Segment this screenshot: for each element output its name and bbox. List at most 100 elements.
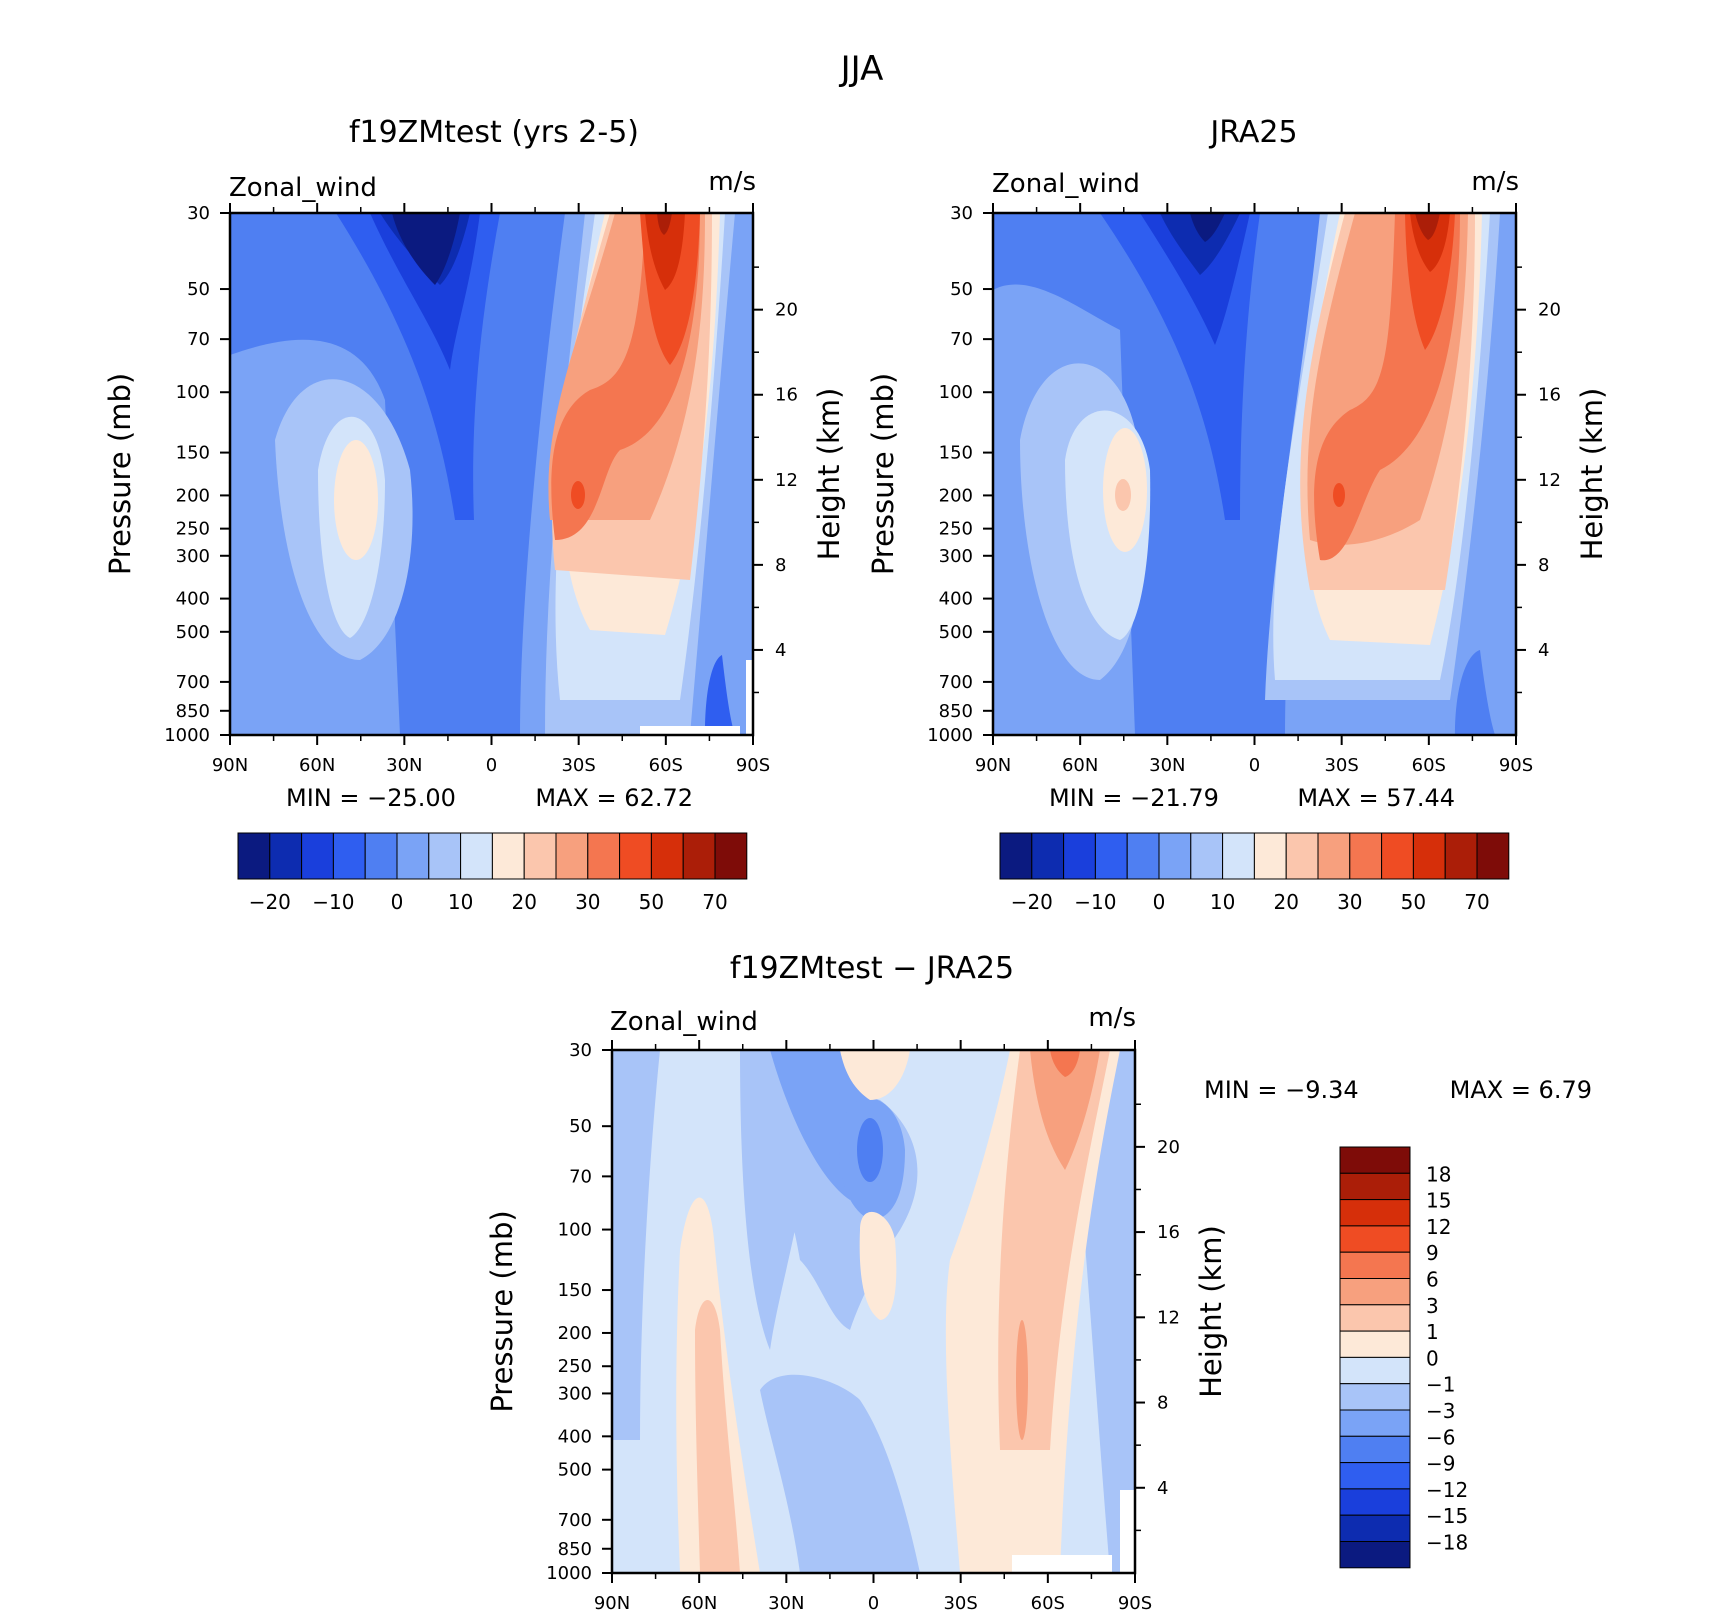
panel-diff: f19ZMtest − JRA25 Zonal_wind m/s (485, 951, 1592, 1611)
y-tick-label: 400 (558, 1426, 592, 1447)
missing-data-mask (746, 660, 753, 735)
colorbar-box (460, 832, 493, 880)
colorbar-box (714, 832, 748, 880)
colorbar-box (1339, 1356, 1411, 1385)
colorbar-box (237, 832, 271, 880)
colorbar-box (396, 832, 430, 880)
y2-tick-label: 12 (1157, 1307, 1180, 1328)
colorbar-box (1253, 832, 1287, 880)
colorbar-label: 1 (1426, 1320, 1439, 1344)
x-tick-label: 30N (1149, 755, 1185, 776)
variable-label-model: Zonal_wind (229, 173, 377, 203)
contour-band (1455, 650, 1495, 735)
colorbar-obs: −20 −10 0 10 20 30 50 70 (999, 832, 1510, 914)
y-tick-label: 70 (569, 1166, 592, 1187)
contour-band (1050, 1050, 1080, 1077)
contour-band (840, 1050, 910, 1100)
colorbar-box (1339, 1488, 1411, 1516)
colorbar-label: 15 (1426, 1189, 1451, 1213)
y-tick-label: 150 (939, 443, 973, 464)
colorbar-label: −20 (1011, 890, 1053, 914)
y2-tick-label: 12 (1538, 470, 1561, 491)
colorbar-box (587, 832, 621, 880)
y-tick-label: 850 (558, 1539, 592, 1560)
x-tick-label: 60S (1412, 755, 1446, 776)
colorbar-box (1063, 832, 1096, 880)
panel-title-obs: JRA25 (1208, 115, 1297, 150)
colorbar-box (1158, 832, 1192, 880)
min-label-diff: MIN = −9.34 (1204, 1076, 1359, 1104)
y-tick-label: 500 (176, 622, 210, 643)
y2-tick-label: 16 (1538, 385, 1561, 406)
x-tick-label: 90N (212, 755, 248, 776)
colorbar-label: 50 (1401, 890, 1426, 914)
y-tick-label: 50 (569, 1116, 592, 1137)
y-tick-label: 50 (187, 279, 210, 300)
y-tick-label: 150 (558, 1280, 592, 1301)
contour-band (1115, 479, 1131, 511)
y-tick-label: 300 (939, 546, 973, 567)
contour-band (1415, 213, 1440, 240)
colorbar-label: 30 (575, 890, 600, 914)
contour-field-obs (993, 213, 1516, 735)
x-tick-label: 60S (1031, 1593, 1065, 1611)
y-tick-label: 850 (939, 701, 973, 722)
colorbar-box (1476, 832, 1510, 880)
missing-data-mask (1120, 1490, 1135, 1573)
x-tick-label: 90S (736, 755, 770, 776)
colorbar-box (491, 832, 525, 880)
y-tick-label: 30 (950, 203, 973, 224)
y2-tick-label: 20 (775, 300, 798, 321)
colorbar-box (1339, 1199, 1411, 1227)
contour-band (1190, 213, 1225, 242)
y2-tick-label: 4 (775, 640, 786, 661)
colorbar-box (1381, 832, 1414, 880)
panel-title-model: f19ZMtest (yrs 2-5) (349, 115, 639, 150)
x-tick-label: 0 (868, 1593, 879, 1611)
contour-band (657, 213, 672, 235)
contour-field-diff (612, 1050, 1135, 1573)
y-tick-label: 700 (176, 672, 210, 693)
x-tick-label: 30S (1324, 755, 1358, 776)
colorbar-box (999, 832, 1033, 880)
y-tick-label: 100 (939, 382, 973, 403)
colorbar-label: −18 (1426, 1531, 1468, 1555)
panel-obs: JRA25 Zonal_wind m/s (866, 115, 1609, 914)
max-label-obs: MAX = 57.44 (1297, 784, 1455, 812)
contour-band (705, 655, 735, 735)
y2-tick-label: 8 (1538, 555, 1549, 576)
contour-band (1030, 1050, 1100, 1170)
x-tick-label: 0 (1249, 755, 1260, 776)
y-tick-label: 500 (939, 622, 973, 643)
colorbar-box (1190, 832, 1224, 880)
colorbar-label: 70 (1464, 890, 1489, 914)
colorbar-box (1339, 1435, 1411, 1464)
colorbar-box (1339, 1278, 1411, 1306)
axis-ticks-model: 90N 60N 30N 0 30S 60S 90S 30 50 70 100 150 200 250 300… (103, 203, 846, 776)
x-tick-label: 0 (486, 755, 497, 776)
colorbar-box (650, 832, 684, 880)
figure-title: JJA (839, 49, 884, 89)
contour-band (645, 213, 685, 290)
y-tick-label: 400 (939, 589, 973, 610)
colorbar-label: 0 (1426, 1346, 1439, 1370)
y2-tick-label: 16 (775, 385, 798, 406)
contour-band (1160, 213, 1240, 275)
y2-tick-label: 8 (775, 555, 786, 576)
x-tick-label: 90N (594, 1593, 630, 1611)
x-tick-label: 90S (1118, 1593, 1152, 1611)
colorbar-label: −15 (1426, 1504, 1468, 1528)
colorbar-box (428, 832, 462, 880)
colorbar-box (1444, 832, 1478, 880)
contour-band (1333, 483, 1345, 507)
axis-ticks-obs: 90N 60N 30N 0 30S 60S 90S 30 50 70 100 150 200 250 300… (866, 203, 1609, 776)
y2-tick-label: 4 (1157, 1478, 1168, 1499)
colorbar-box (1339, 1383, 1411, 1411)
x-tick-label: 30N (386, 755, 422, 776)
contour-band (857, 1118, 883, 1182)
x-tick-label: 30S (943, 1593, 977, 1611)
colorbar-box (1339, 1330, 1411, 1358)
y-axis-title: Pressure (mb) (485, 1210, 519, 1412)
colorbar-box (1339, 1172, 1411, 1201)
